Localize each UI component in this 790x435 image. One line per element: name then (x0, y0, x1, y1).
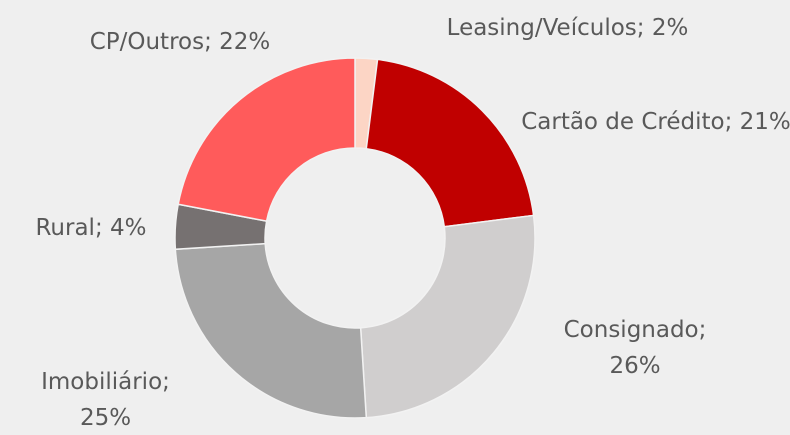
donut-slice (359, 214, 536, 419)
donut-slice (174, 242, 368, 419)
donut-slice (365, 58, 535, 228)
donut-slice (177, 57, 356, 223)
data-label: Cartão de Crédito; 21% (521, 109, 790, 135)
data-label: Consignado; 26% (563, 317, 707, 379)
data-label: Rural; 4% (35, 215, 147, 241)
data-label: Leasing/Veículos; 2% (446, 15, 689, 41)
data-label: CP/Outros; 22% (89, 29, 271, 55)
data-label: Imobiliário; 25% (41, 369, 170, 431)
